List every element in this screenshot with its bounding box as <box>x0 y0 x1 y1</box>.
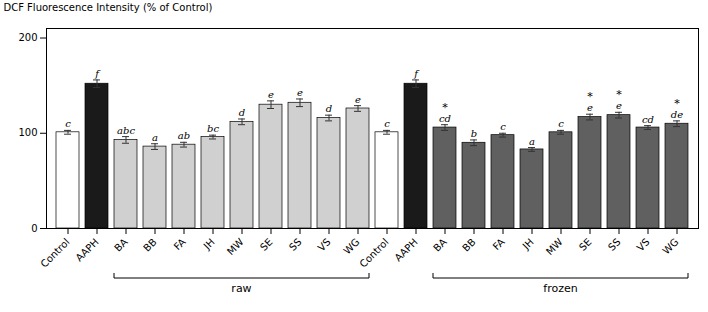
svg-text:0: 0 <box>31 223 37 234</box>
svg-text:b: b <box>471 128 477 139</box>
svg-text:a: a <box>152 132 158 143</box>
svg-text:BB: BB <box>460 236 478 254</box>
svg-text:DCF Fluorescence Intensity (%: DCF Fluorescence Intensity (% of Control… <box>4 2 213 13</box>
svg-text:a: a <box>529 136 535 147</box>
svg-text:de: de <box>671 109 683 120</box>
svg-text:SS: SS <box>606 236 623 253</box>
svg-text:f: f <box>94 68 101 79</box>
svg-text:bc: bc <box>207 123 219 134</box>
svg-text:c: c <box>65 118 71 129</box>
svg-text:JH: JH <box>520 236 536 252</box>
svg-text:VS: VS <box>316 236 333 253</box>
svg-text:e: e <box>587 102 593 113</box>
svg-text:c: c <box>384 118 390 129</box>
svg-text:MW: MW <box>544 236 565 257</box>
svg-text:cd: cd <box>439 113 451 124</box>
svg-text:d: d <box>239 107 245 118</box>
svg-text:BB: BB <box>141 236 159 254</box>
svg-text:BA: BA <box>112 236 130 254</box>
svg-text:*: * <box>587 90 593 103</box>
svg-text:*: * <box>674 97 680 110</box>
svg-text:100: 100 <box>18 127 37 138</box>
svg-text:e: e <box>616 100 622 111</box>
svg-text:SE: SE <box>577 236 594 253</box>
svg-text:VS: VS <box>635 236 652 253</box>
svg-text:d: d <box>326 103 332 114</box>
svg-text:c: c <box>500 121 506 132</box>
svg-text:e: e <box>268 89 274 100</box>
svg-text:FA: FA <box>491 236 507 252</box>
svg-text:JH: JH <box>201 236 217 252</box>
svg-text:Control: Control <box>357 236 390 269</box>
svg-text:MW: MW <box>225 236 246 257</box>
svg-text:AAPH: AAPH <box>73 236 100 263</box>
svg-text:SS: SS <box>287 236 304 253</box>
svg-text:f: f <box>413 68 420 79</box>
svg-text:AAPH: AAPH <box>392 236 419 263</box>
svg-text:FA: FA <box>172 236 188 252</box>
svg-text:SE: SE <box>258 236 275 253</box>
svg-text:c: c <box>558 118 564 129</box>
svg-text:WG: WG <box>341 236 361 256</box>
svg-text:*: * <box>616 88 622 101</box>
svg-text:e: e <box>355 94 361 105</box>
svg-text:Control: Control <box>38 236 71 269</box>
svg-text:cd: cd <box>642 114 654 125</box>
svg-text:200: 200 <box>18 32 37 43</box>
svg-text:e: e <box>297 87 303 98</box>
svg-text:*: * <box>442 101 448 114</box>
svg-text:WG: WG <box>660 236 680 256</box>
svg-text:frozen: frozen <box>543 282 577 295</box>
svg-text:ab: ab <box>178 130 190 141</box>
svg-text:BA: BA <box>431 236 449 254</box>
svg-text:abc: abc <box>117 125 135 136</box>
svg-text:raw: raw <box>231 282 251 295</box>
